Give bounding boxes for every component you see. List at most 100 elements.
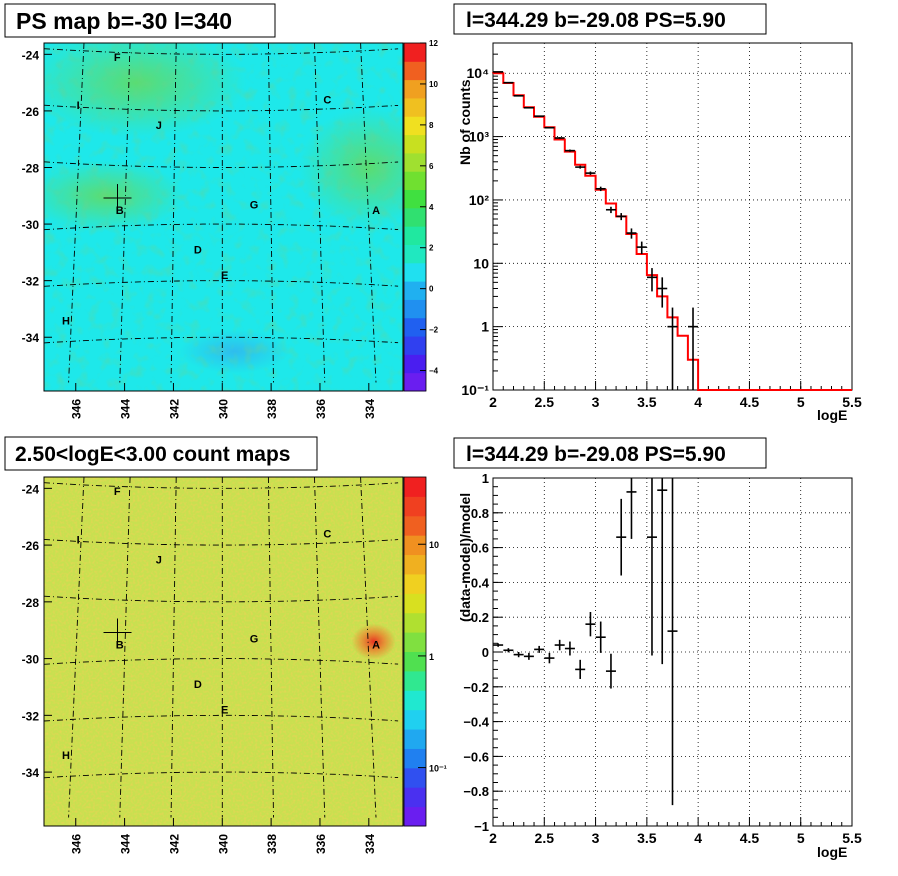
residual-data-point [534, 645, 545, 653]
map-bottom-ytick-label: -32 [22, 709, 40, 723]
residual-xtick-label: 3.5 [637, 830, 657, 846]
residual-ytick-label: −1 [474, 819, 489, 834]
map-top-ytick-label: -24 [22, 48, 40, 62]
residual-data-point [585, 611, 596, 637]
spectrum-ytick-label: 10³ [469, 129, 490, 145]
spectrum-title-box: l=344.29 b=-29.08 PS=5.90 [453, 3, 767, 35]
residual-xtick-label: 5 [797, 830, 805, 846]
spectrum-data-point [626, 228, 637, 239]
residual-data-point [657, 478, 668, 665]
spectrum-data-point [585, 171, 596, 175]
map-bottom-ytick-label: -28 [22, 596, 40, 610]
residual-xtick-label: 3 [592, 830, 600, 846]
spectrum-ytick-label: 10⁻¹ [461, 382, 489, 398]
spectrum-data-point [616, 213, 627, 221]
map-top-graticule-lon [170, 43, 177, 383]
map-top-colorbar-swatch [404, 61, 426, 81]
map-bottom-colorbar-label: 1 [429, 652, 434, 662]
map-bottom-colorbar-swatch [404, 767, 426, 788]
residual-data-point [646, 478, 657, 656]
spectrum-data-point [688, 307, 699, 390]
map-bottom-plot: F I J C B G A D E H -24 -26 -28 -30 -32 -34 346 344 342 340… [22, 476, 447, 854]
map-bottom-colorbar-swatch [404, 554, 426, 575]
map-top-frame [43, 42, 404, 392]
spectrum-xtick-label: 2 [489, 394, 497, 410]
residual-data-point [616, 498, 627, 576]
map-top-colorbar-label: 10 [429, 80, 438, 89]
map-top-colorbar-swatch [404, 79, 426, 99]
map-bottom-colorbar-frame [403, 476, 427, 827]
residual-data-point [544, 652, 555, 664]
map-top-xtick-label: 340 [216, 399, 230, 419]
residual-xtick-label: 5.5 [842, 830, 862, 846]
map-bottom-colorbar-swatch [404, 496, 426, 517]
map-top-colorbar-swatch [404, 226, 426, 245]
map-top-colorbar-label: 4 [429, 203, 434, 212]
map-bottom-graticule-lon [119, 477, 131, 818]
map-top-colorbar-swatch [404, 299, 426, 319]
map-top-colorbar-swatch [404, 207, 426, 227]
map-bottom-source-label: J [156, 554, 162, 566]
spectrum-ytick-label: 10 [473, 255, 489, 271]
map-top-graticule-lat [44, 223, 399, 231]
map-bottom-colorbar-swatch [404, 593, 426, 614]
map-top-colorbar-label: 8 [429, 121, 434, 130]
residual-data-point [554, 639, 565, 651]
residual-ytick-label: 0 [482, 645, 489, 660]
sky-maps: F I J C B G A D E H -24 -26 -28 -30 -32 -34 346 344 342 340… [22, 39, 447, 854]
residual-data-point [595, 621, 606, 653]
map-top-colorbar-label: −4 [429, 367, 439, 376]
map-top-plot: F I J C B G A D E H -24 -26 -28 -30 -32 -34 346 344 342 340… [22, 39, 439, 419]
map-bottom-colorbar-swatch [404, 612, 426, 633]
map-top-colorbar-label: −2 [429, 326, 439, 335]
map-top-graticule-lat [44, 104, 399, 112]
residual-plot: 2 2.5 3 3.5 4 4.5 5 5.5 −1 −0.8 −0.6 −0.4 −0.2 0 0.2 0.… [463, 471, 862, 846]
map-bottom-colorbar-swatch [404, 573, 426, 594]
map-bottom-xtick-label: 338 [265, 834, 279, 854]
spectrum-data-point [575, 165, 586, 169]
map-bottom-image: F I J C B G A D E H [44, 477, 403, 826]
map-top-colorbar-swatch [404, 97, 426, 117]
map-top-colorbar-swatch [404, 171, 426, 191]
residual-ytick-label: 0.8 [471, 506, 489, 521]
residual-data-point [667, 478, 678, 806]
spectrum-data-point [646, 268, 657, 292]
residual-xtick-label: 2 [489, 830, 497, 846]
map-top-image: F I J C B G A D E H [44, 43, 403, 391]
residual-xtick-label: 4.5 [740, 830, 760, 846]
map-top-colorbar-swatch [404, 152, 426, 172]
map-top-graticule-lat [44, 161, 399, 168]
spectrum-data-point [636, 241, 647, 255]
residual-ytick-label: −0.6 [463, 749, 489, 764]
map-bottom-graticule-lat [44, 714, 399, 722]
map-top-source-label: B [116, 205, 124, 217]
spectrum-ytick-label: 10² [469, 192, 490, 208]
spectrum-xtick-label: 3 [592, 394, 600, 410]
spectrum-xtick-label: 2.5 [535, 394, 555, 410]
map-bottom-xtick-label: 340 [216, 834, 230, 854]
residual-title: l=344.29 b=-29.08 PS=5.90 [466, 443, 726, 466]
residual-data-point [626, 478, 637, 539]
map-bottom-colorbar-swatch [404, 729, 426, 749]
map-bottom-colorbar-swatch [404, 477, 426, 497]
map-bottom-colorbar-swatch [404, 651, 426, 672]
map-top-ytick-label: -26 [22, 105, 40, 119]
map-top-colorbar-frame [403, 42, 427, 392]
map-top-colorbar-swatch [404, 281, 426, 300]
map-bottom-colorbar-swatch [404, 748, 426, 769]
residual-ytick-label: 0.4 [471, 575, 490, 590]
map-top-colorbar-swatch [404, 262, 426, 282]
map-top-xtick-label: 344 [119, 399, 133, 419]
map-bottom-xtick-label: 346 [70, 834, 84, 854]
map-top-noise [44, 43, 403, 391]
map-bottom-source-label: I [77, 534, 80, 546]
map-top-title-box: PS map b=-30 l=340 [4, 3, 276, 38]
map-top-xtick-label: 338 [265, 399, 279, 419]
residual-xtick-label: 4 [694, 830, 702, 846]
spectrum-data-point [544, 126, 555, 129]
spectrum-data-point [534, 115, 545, 117]
spectrum-data-point [554, 137, 565, 139]
spectrum-xtick-label: 4.5 [740, 394, 760, 410]
map-bottom-colorbar-swatch [404, 806, 426, 827]
